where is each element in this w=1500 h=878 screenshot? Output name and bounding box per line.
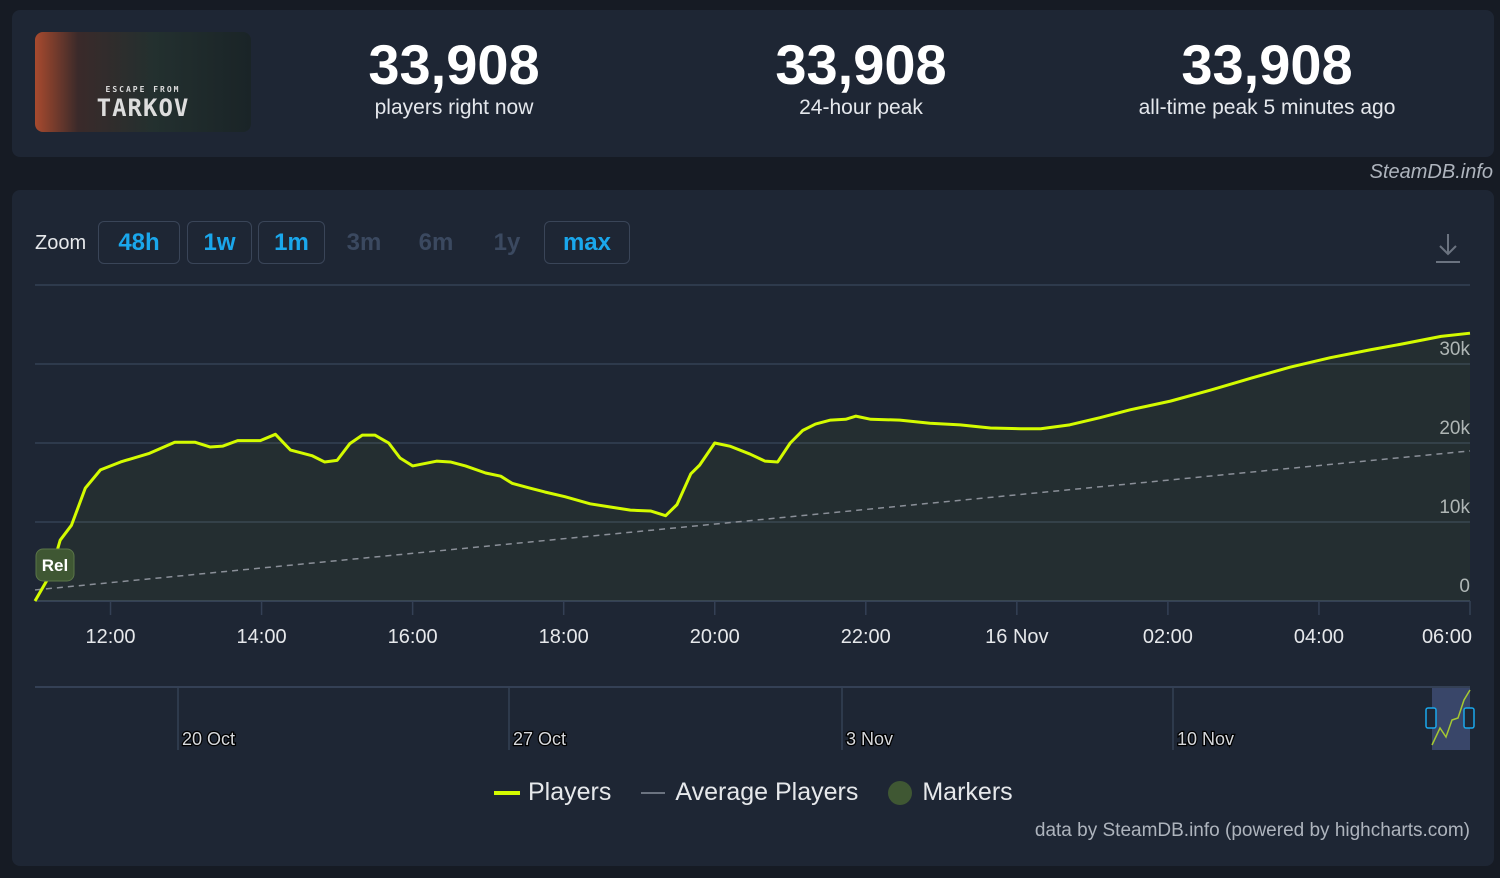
stat-current-players: 33,908 players right now <box>284 34 624 120</box>
players-line-icon <box>494 790 520 795</box>
legend-item-markers[interactable]: Markers <box>888 778 1013 807</box>
game-logo: ESCAPE FROM TARKOV <box>96 85 190 122</box>
x-tick-label: 20:00 <box>690 626 740 648</box>
y-tick-label: 30k <box>1439 339 1470 360</box>
zoom-1w-button[interactable]: 1w <box>187 221 252 264</box>
legend-label: Average Players <box>675 778 859 806</box>
stat-24h-peak: 33,908 24-hour peak <box>691 34 1031 120</box>
x-tick-label: 22:00 <box>841 626 891 648</box>
x-tick-label: 18:00 <box>539 626 589 648</box>
stat-value: 33,908 <box>368 33 540 96</box>
legend-item-players[interactable]: Players <box>482 778 611 807</box>
stat-value: 33,908 <box>775 33 947 96</box>
marker-rel-label: Rel <box>42 556 68 575</box>
zoom-3m-button: 3m <box>346 228 382 256</box>
navigator-left-handle[interactable] <box>1425 707 1437 729</box>
x-tick-label: 02:00 <box>1143 626 1193 648</box>
legend-label: Players <box>528 778 612 806</box>
steamdb-credit[interactable]: SteamDB.info <box>1369 161 1493 183</box>
navigator-right-handle[interactable] <box>1463 707 1475 729</box>
navigator-tick-label: 20 Oct <box>182 729 235 749</box>
stat-value: 33,908 <box>1181 33 1353 96</box>
x-tick-label: 12:00 <box>85 626 135 648</box>
y-tick-label: 10k <box>1439 497 1470 518</box>
chart-legend: Players Average Players Markers <box>482 778 1043 807</box>
average-line-icon <box>641 791 666 794</box>
y-tick-label: 20k <box>1439 418 1470 439</box>
zoom-1m-button[interactable]: 1m <box>258 221 325 264</box>
navigator-tick-label: 3 Nov <box>846 729 893 749</box>
zoom-48h-button[interactable]: 48h <box>98 221 180 264</box>
x-tick-label: 16:00 <box>388 626 438 648</box>
stat-label: players right now <box>374 96 534 119</box>
stat-label: 24-hour peak <box>799 96 923 119</box>
x-tick-label: 06:00 <box>1422 626 1472 648</box>
chart-footer-credit[interactable]: data by SteamDB.info (powered by highcha… <box>1034 820 1470 841</box>
zoom-6m-button: 6m <box>418 228 454 256</box>
zoom-max-button[interactable]: max <box>544 221 630 264</box>
game-cover-image[interactable]: ESCAPE FROM TARKOV <box>35 32 251 132</box>
players-line <box>33 331 1471 602</box>
zoom-1y-button: 1y <box>493 228 521 256</box>
navigator-tick-label: 27 Oct <box>513 729 566 749</box>
players-area <box>35 333 1470 601</box>
stats-header: ESCAPE FROM TARKOV 33,908 players right n… <box>12 10 1494 157</box>
average-players-line <box>34 450 1471 591</box>
navigator-tick-label: 10 Nov <box>1177 729 1234 749</box>
stat-label: all-time peak 5 minutes ago <box>1138 96 1396 119</box>
marker-dot-icon <box>888 780 913 805</box>
navigator-series <box>1431 689 1471 746</box>
x-tick-label: 14:00 <box>237 626 287 648</box>
y-tick-label: 0 <box>1459 576 1470 597</box>
download-icon[interactable] <box>1434 230 1462 266</box>
marker-rel-badge <box>35 548 75 582</box>
stat-all-time-peak: 33,908 all-time peak 5 minutes ago <box>1097 34 1437 120</box>
chart-card: Zoom 48h 1w 1m 3m 6m 1y max Players Aver… <box>12 190 1494 866</box>
legend-item-average-players[interactable]: Average Players <box>641 778 858 807</box>
x-tick-label: 16 Nov <box>985 626 1048 648</box>
legend-label: Markers <box>922 778 1013 806</box>
x-tick-label: 04:00 <box>1294 626 1344 648</box>
zoom-label: Zoom <box>35 232 87 254</box>
